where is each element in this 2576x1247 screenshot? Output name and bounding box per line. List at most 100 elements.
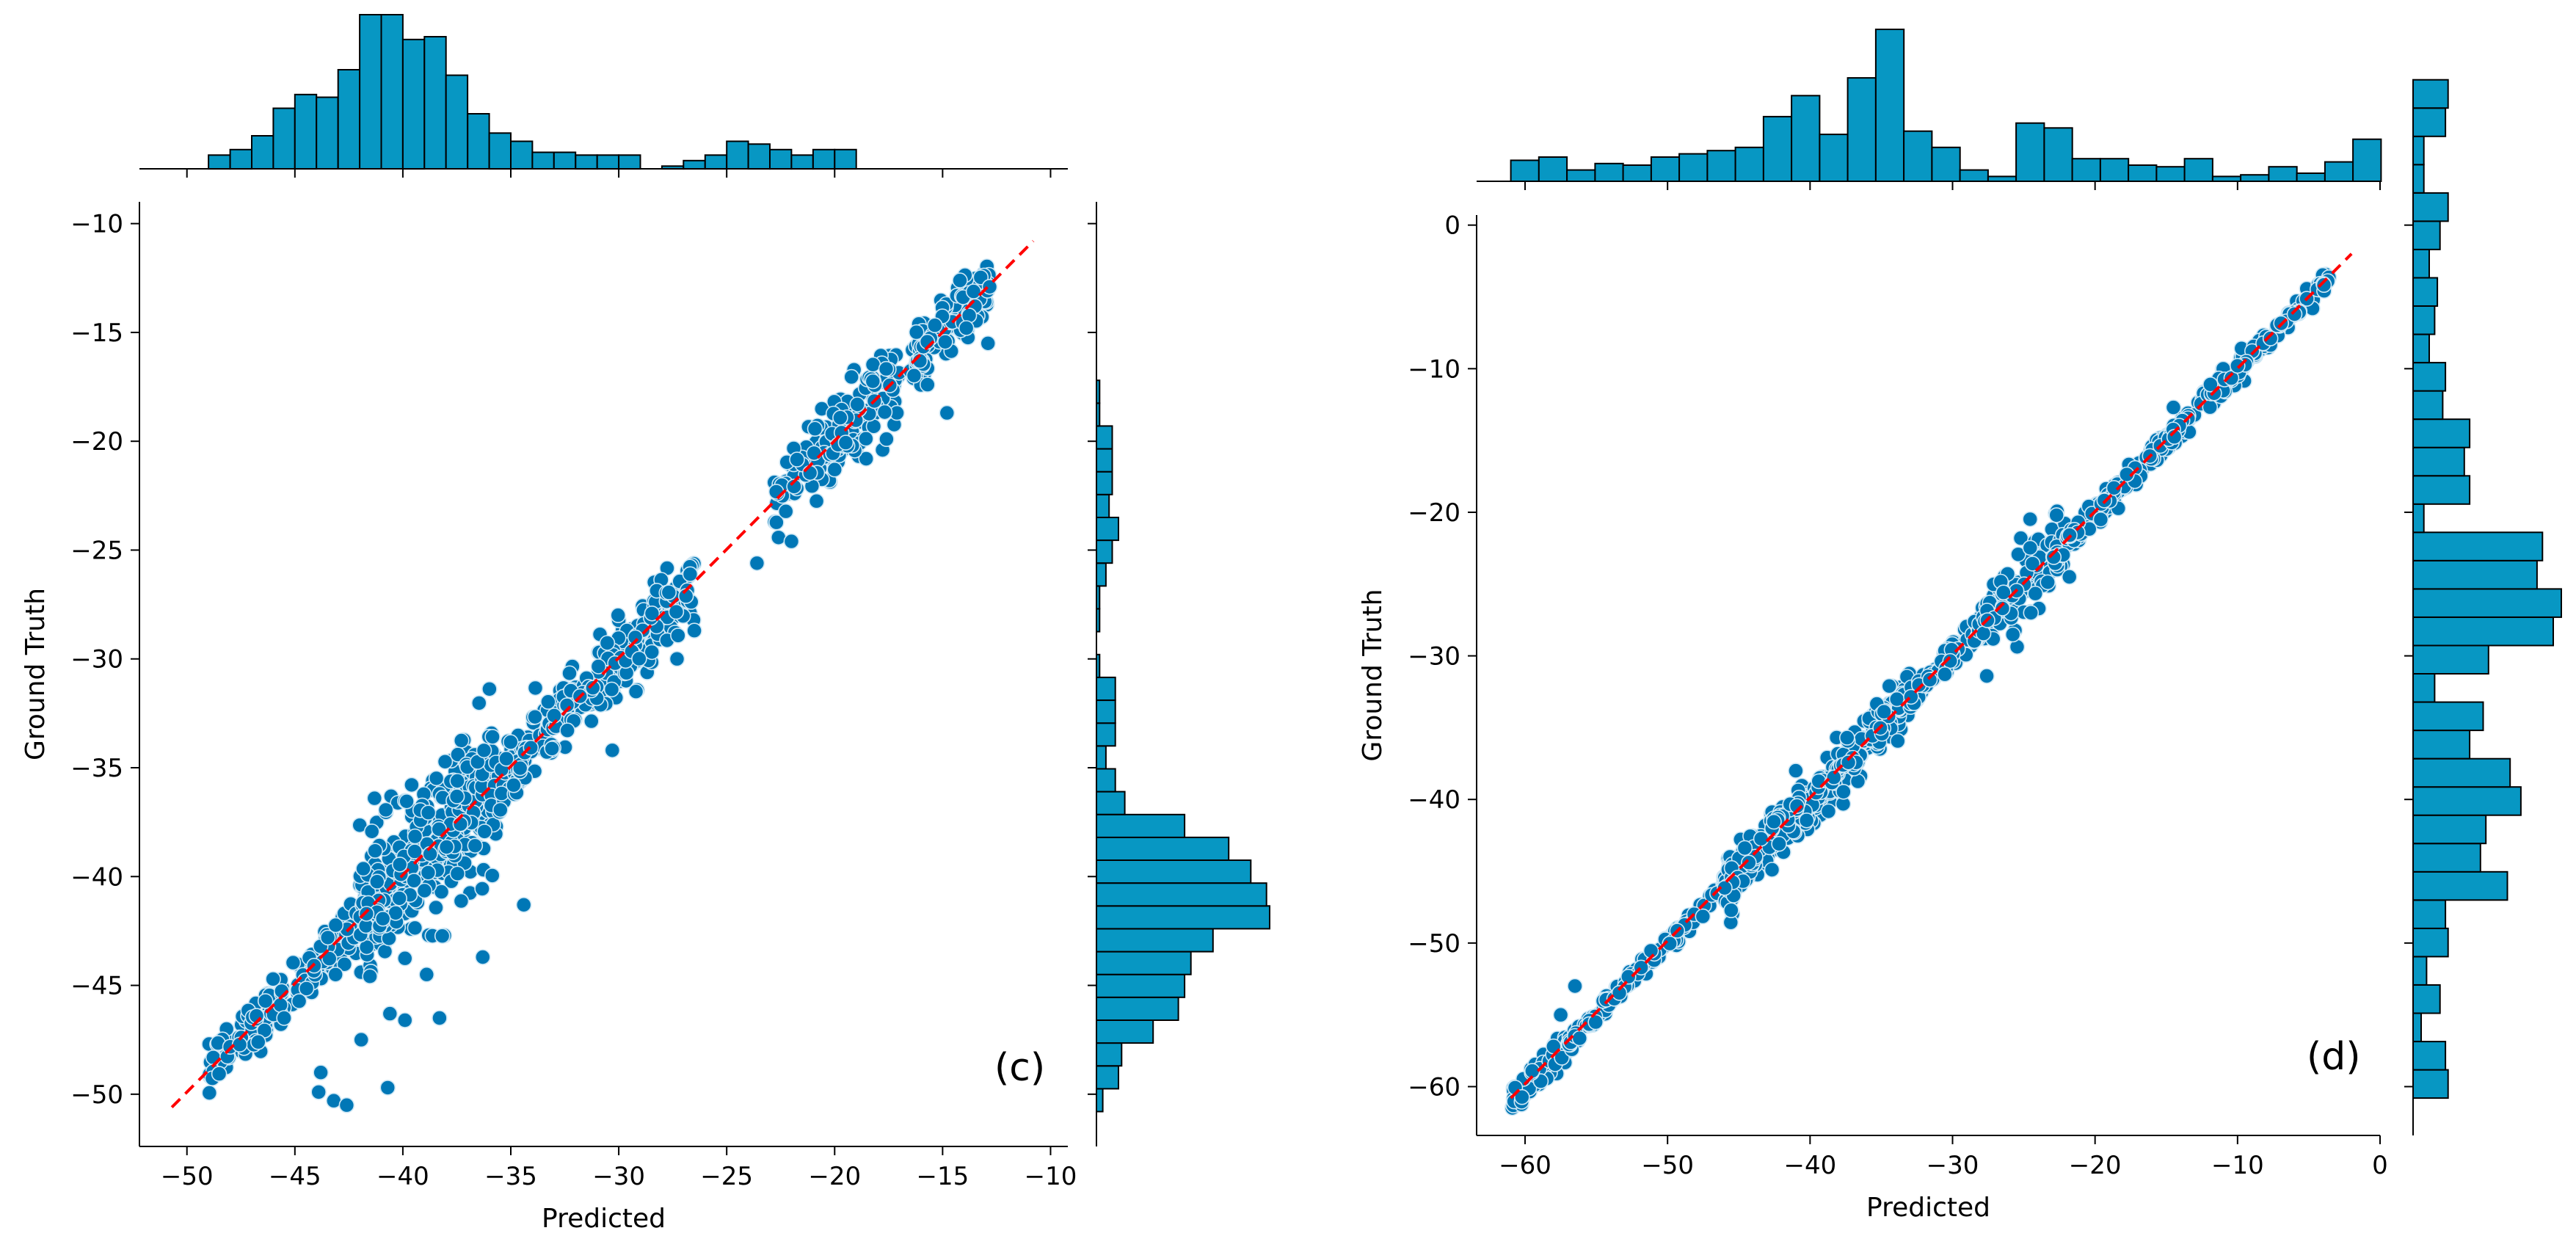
point-c-297 (470, 695, 487, 711)
right-hist-bar-d-6 (2412, 899, 2447, 929)
point-c-1026 (858, 430, 874, 447)
top-hist-bar-d-2 (1566, 169, 1596, 183)
point-c-810 (610, 607, 627, 624)
top-hist-bar-c-10 (423, 36, 447, 170)
right-hist-bar-c-23 (1096, 562, 1107, 587)
point-c-163 (257, 993, 274, 1009)
point-d-596 (1876, 703, 1892, 720)
point-c-885 (502, 734, 519, 750)
point-c-131 (265, 971, 281, 987)
top-hist-bar-c-5 (316, 96, 339, 170)
right-hist-bar-d-13 (2412, 701, 2484, 732)
point-d-588 (1723, 902, 1739, 918)
right-hist-bar-d-30 (2412, 220, 2441, 250)
point-c-557 (474, 881, 490, 897)
top-hist-bar-d-11 (1819, 134, 1849, 183)
point-c-865 (599, 635, 616, 651)
top-hist-bar-c-19 (618, 154, 641, 170)
x-tick-label-d-4: −20 (2069, 1151, 2122, 1180)
top-hist-bar-d-16 (1959, 169, 1989, 183)
point-d-606 (1826, 769, 1842, 785)
point-c-816 (644, 644, 661, 661)
point-d-819 (1921, 672, 1938, 688)
point-d-222 (1662, 935, 1678, 952)
x-tick-label-d-3: −30 (1926, 1151, 1979, 1180)
right-hist-bar-d-11 (2412, 757, 2511, 788)
point-c-1195 (418, 966, 435, 983)
point-d-89 (1514, 1088, 1530, 1105)
top-hist-bar-d-21 (2099, 158, 2130, 182)
right-hist-bar-d-28 (2412, 277, 2439, 307)
top-hist-bar-d-4 (1622, 164, 1652, 182)
right-hist-bar-d-29 (2412, 249, 2430, 279)
point-c-554 (366, 790, 383, 807)
point-c-1048 (786, 479, 802, 495)
point-d-927 (1995, 584, 2012, 601)
top-hist-bar-c-12 (467, 113, 490, 170)
panel-label-d: (d) (2307, 1035, 2361, 1079)
point-c-876 (498, 750, 514, 767)
point-c-551 (367, 843, 383, 859)
identity-line-c (170, 239, 1035, 1109)
point-d-926 (1975, 625, 1992, 641)
right-hist-bar-d-4 (2412, 956, 2428, 986)
right-hist-bar-c-0 (1096, 1088, 1104, 1113)
point-c-444 (407, 920, 423, 937)
point-c-527 (448, 788, 465, 804)
point-c-1188 (952, 272, 968, 288)
point-c-974 (808, 492, 825, 509)
x-axis-label-c: Predicted (542, 1204, 666, 1234)
right-hist-bar-c-12 (1096, 813, 1186, 838)
point-c-587 (476, 824, 493, 840)
point-c-654 (492, 801, 509, 818)
top-hist-bar-c-29 (834, 148, 857, 170)
point-c-1198 (515, 897, 532, 913)
right-hist-bar-c-6 (1096, 950, 1192, 975)
joint-plot-d: −60 −50 −40 −30 −20 −10 0 −60 −50 −40 −30 −20 −10 0 (… (1358, 29, 2562, 1223)
point-c-198 (481, 680, 498, 697)
right-hist-bar-c-17 (1096, 699, 1116, 724)
identity-line-c (170, 239, 1035, 1109)
point-c-160 (321, 950, 338, 967)
point-c-586 (362, 968, 378, 984)
point-d-550 (1811, 773, 1827, 790)
point-c-1190 (313, 1064, 329, 1080)
y-tick-label-c-7: −15 (70, 319, 123, 348)
y-tick-label-c-4: −30 (70, 645, 123, 675)
right-hist-bar-d-33 (2412, 135, 2425, 166)
point-c-1203 (749, 555, 765, 572)
x-tick-label-c-0: −50 (161, 1162, 214, 1191)
point-d-1267 (2061, 569, 2078, 585)
right-hist-bar-d-12 (2412, 730, 2471, 760)
point-d-1258 (2166, 429, 2183, 446)
right-hist-bar-d-18 (2412, 559, 2538, 590)
right-hist-bar-d-1 (2412, 1041, 2447, 1071)
right-hist-bar-c-8 (1096, 905, 1270, 930)
right-hist-bar-d-24 (2412, 390, 2444, 421)
point-c-491 (391, 890, 408, 906)
y-tick-label-d-2: −40 (1408, 785, 1460, 815)
top-hist-bar-c-1 (229, 148, 253, 170)
top-hist-bar-d-8 (1734, 146, 1764, 183)
right-hist-bar-c-4 (1096, 996, 1179, 1022)
point-d-920 (2040, 574, 2056, 591)
y-tick-label-d-4: −20 (1408, 498, 1460, 528)
right-hist-bar-d-32 (2412, 164, 2425, 194)
point-c-571 (484, 729, 501, 745)
scatter-points-c (201, 258, 998, 1113)
top-hist-bar-d-12 (1847, 77, 1877, 182)
right-hist-bar-d-20 (2412, 503, 2425, 534)
point-d-1274 (1979, 668, 1995, 684)
x-tick-label-c-2: −40 (376, 1162, 429, 1191)
point-c-1199 (604, 742, 621, 759)
right-hist-bar-d-16 (2412, 617, 2554, 647)
point-d-1269 (2092, 511, 2109, 528)
right-hist-bar-d-31 (2412, 192, 2449, 222)
top-hist-bar-c-13 (488, 132, 512, 170)
right-hist-bar-c-26 (1096, 493, 1110, 519)
right-hist-bar-d-21 (2412, 475, 2471, 505)
top-hist-bar-d-28 (2296, 172, 2326, 182)
top-hist-bar-c-18 (596, 154, 620, 170)
right-hist-bar-d-0 (2412, 1069, 2449, 1099)
point-c-888 (603, 681, 620, 698)
